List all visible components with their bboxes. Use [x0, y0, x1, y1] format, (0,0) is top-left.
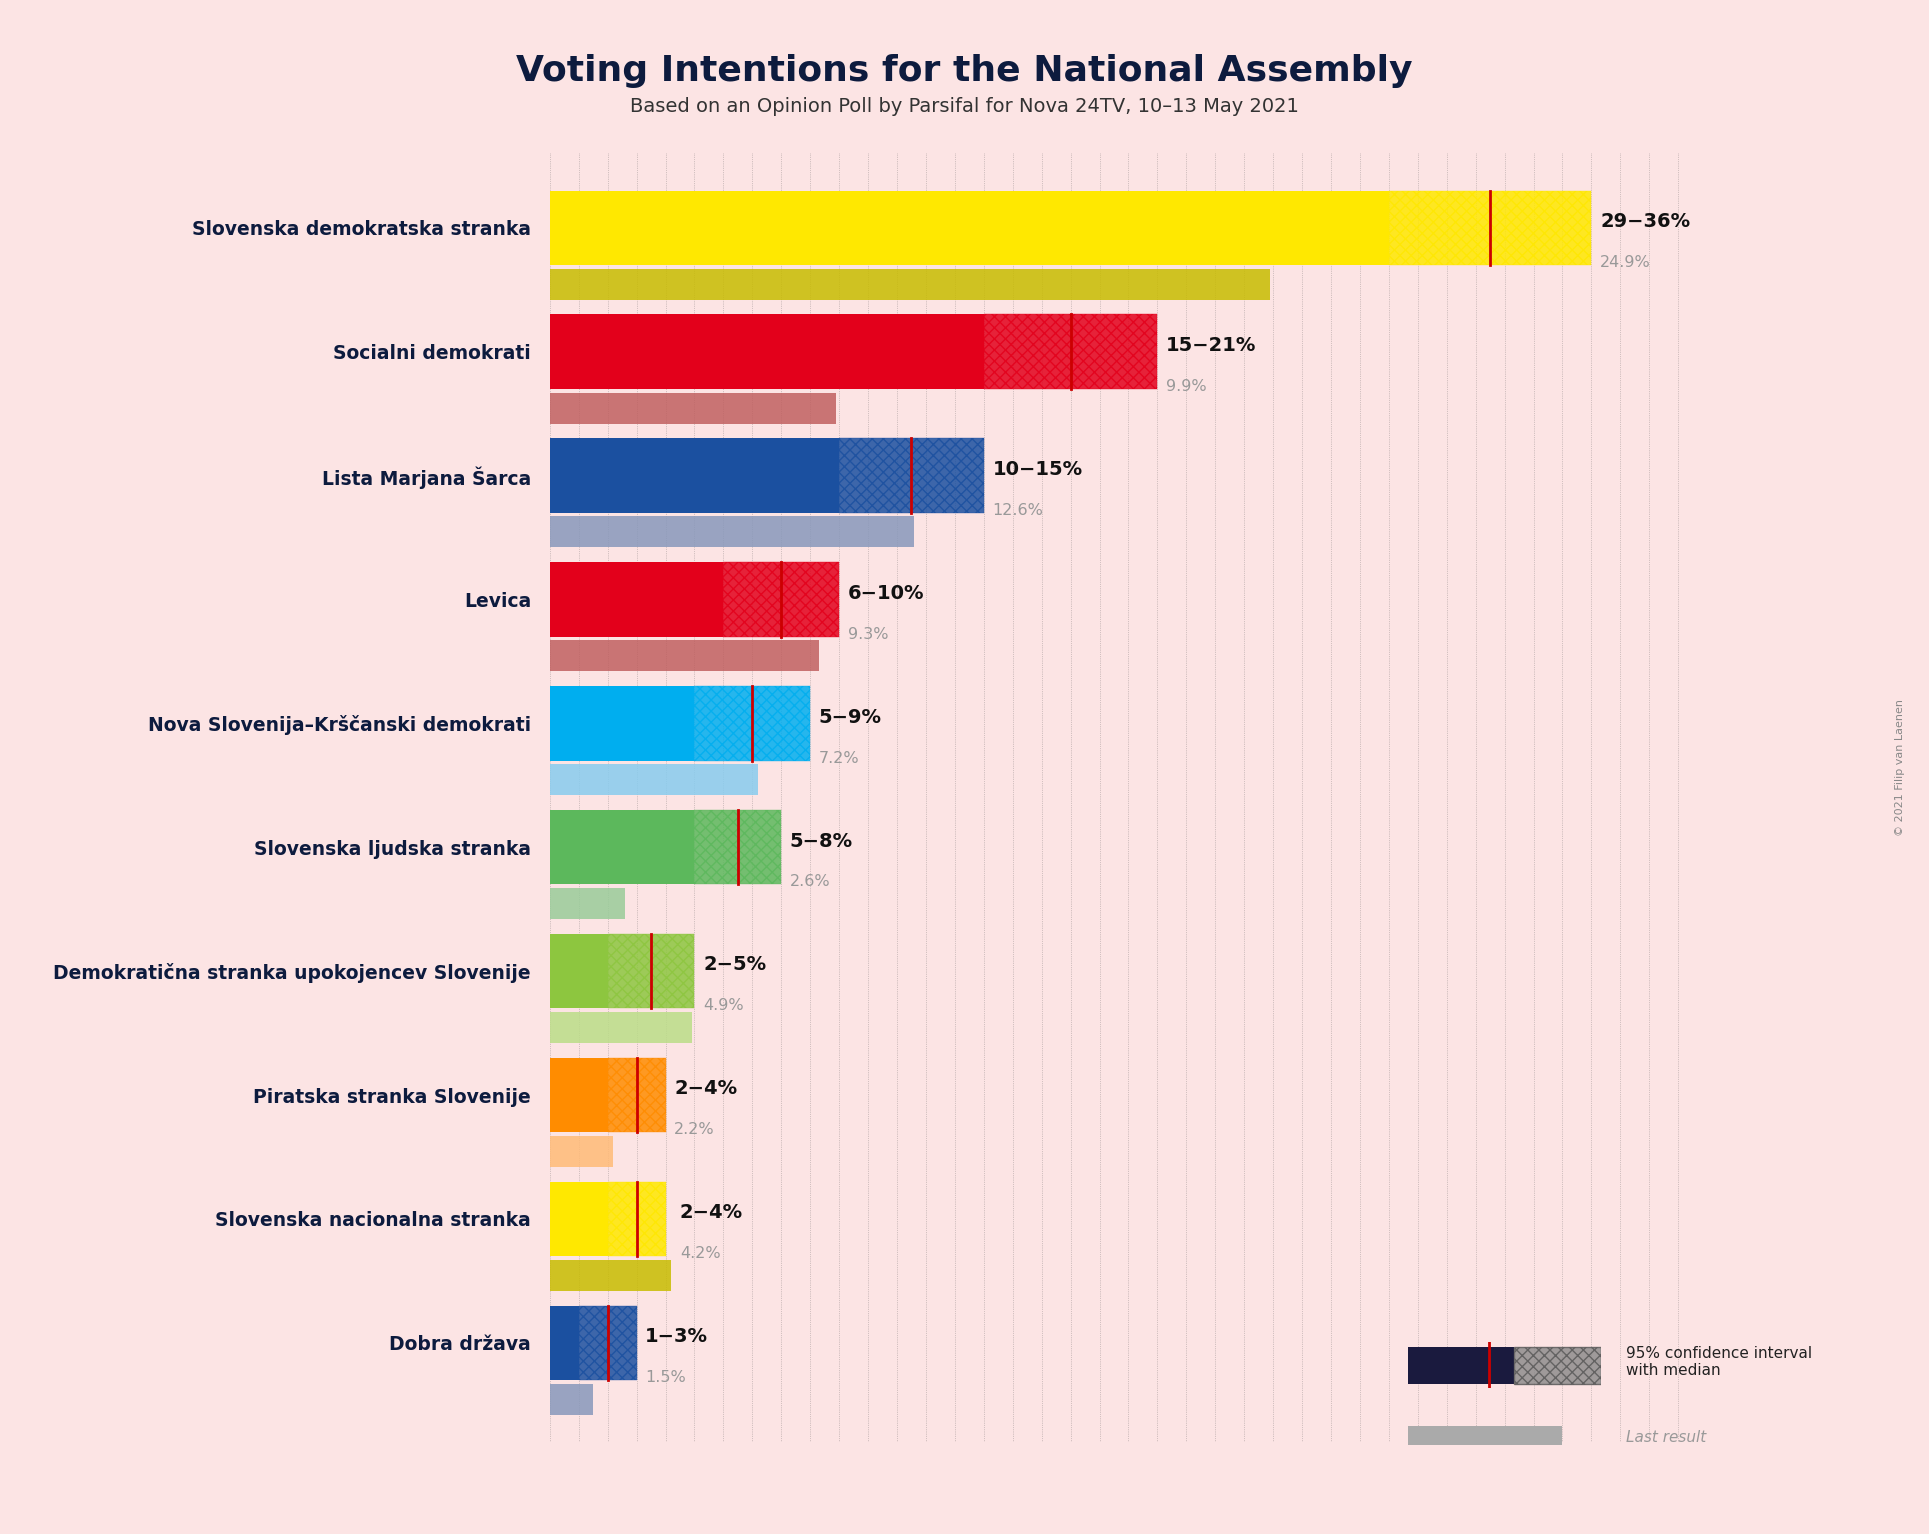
- Text: 7.2%: 7.2%: [818, 750, 860, 765]
- Bar: [608, 1058, 666, 1132]
- Bar: [550, 268, 1269, 299]
- Text: 95% confidence interval
with median: 95% confidence interval with median: [1626, 1345, 1811, 1379]
- Text: 9.3%: 9.3%: [847, 626, 887, 641]
- Bar: [550, 314, 984, 388]
- Text: 2.6%: 2.6%: [791, 874, 831, 890]
- Text: Based on an Opinion Poll by Parsifal for Nova 24TV, 10–13 May 2021: Based on an Opinion Poll by Parsifal for…: [631, 97, 1298, 115]
- Bar: [608, 1181, 666, 1256]
- Bar: [550, 1012, 693, 1043]
- Bar: [550, 810, 694, 885]
- Bar: [694, 810, 781, 885]
- Bar: [1389, 190, 1591, 265]
- Text: 1−3%: 1−3%: [644, 1327, 708, 1347]
- Bar: [608, 934, 694, 1008]
- Bar: [723, 563, 839, 637]
- Text: 2−5%: 2−5%: [702, 956, 766, 974]
- Bar: [694, 686, 810, 761]
- Text: 29−36%: 29−36%: [1601, 212, 1690, 232]
- Text: 12.6%: 12.6%: [992, 503, 1044, 518]
- Bar: [550, 190, 1389, 265]
- Bar: [550, 1259, 671, 1290]
- Bar: [550, 764, 758, 795]
- Text: 9.9%: 9.9%: [1165, 379, 1208, 394]
- Bar: [550, 686, 694, 761]
- Text: Voting Intentions for the National Assembly: Voting Intentions for the National Assem…: [517, 54, 1412, 87]
- Bar: [550, 517, 914, 548]
- Bar: [550, 1135, 613, 1167]
- Bar: [550, 1305, 579, 1381]
- Bar: [550, 439, 839, 512]
- Bar: [550, 934, 608, 1008]
- Text: 4.2%: 4.2%: [679, 1246, 721, 1261]
- Text: 24.9%: 24.9%: [1601, 255, 1651, 270]
- Bar: [1514, 1347, 1601, 1384]
- Text: 2−4%: 2−4%: [675, 1080, 737, 1098]
- Text: © 2021 Filip van Laenen: © 2021 Filip van Laenen: [1894, 698, 1906, 836]
- Bar: [550, 393, 837, 423]
- Bar: [550, 1384, 594, 1414]
- Bar: [550, 888, 625, 919]
- Bar: [839, 439, 984, 512]
- Text: Last result: Last result: [1626, 1430, 1707, 1445]
- Bar: [984, 314, 1157, 388]
- Text: 6−10%: 6−10%: [847, 584, 924, 603]
- Bar: [550, 563, 723, 637]
- Text: 2.2%: 2.2%: [675, 1123, 716, 1137]
- Text: 1.5%: 1.5%: [644, 1370, 687, 1385]
- Bar: [1408, 1347, 1514, 1384]
- Text: 2−4%: 2−4%: [679, 1203, 743, 1223]
- Text: 10−15%: 10−15%: [992, 460, 1082, 479]
- Bar: [550, 1058, 608, 1132]
- Text: 15−21%: 15−21%: [1165, 336, 1256, 354]
- Bar: [550, 1181, 608, 1256]
- Text: 5−8%: 5−8%: [791, 831, 853, 850]
- Bar: [1408, 1427, 1562, 1445]
- Text: 5−9%: 5−9%: [818, 707, 882, 727]
- Text: 4.9%: 4.9%: [702, 999, 745, 1014]
- Bar: [579, 1305, 637, 1381]
- Bar: [550, 640, 818, 672]
